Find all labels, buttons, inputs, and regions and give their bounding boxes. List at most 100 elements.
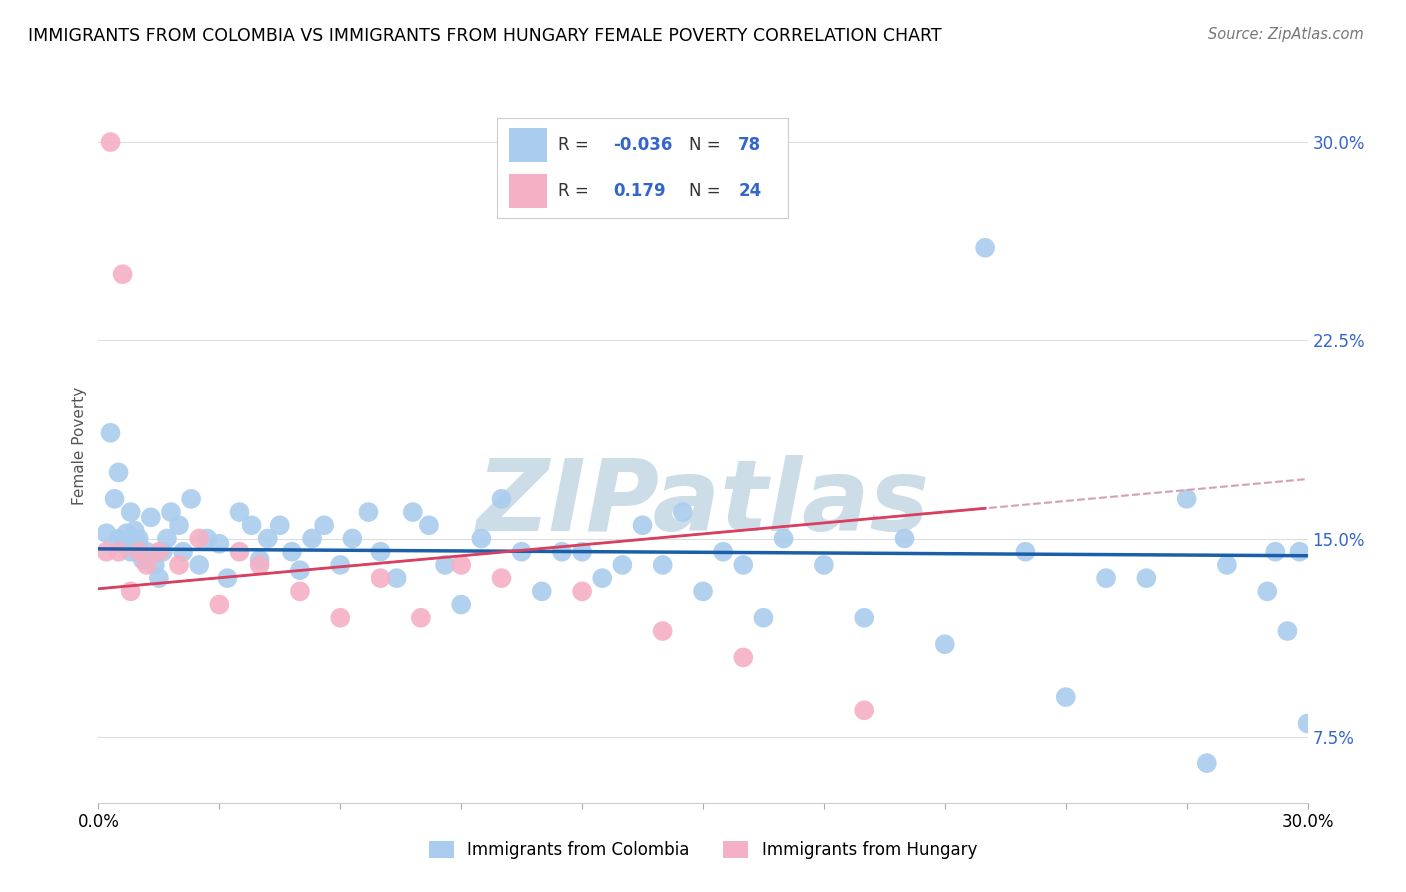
Point <box>491 491 513 506</box>
Point <box>612 558 634 572</box>
Point <box>288 584 311 599</box>
Point <box>510 545 533 559</box>
Point <box>402 505 425 519</box>
Point <box>370 545 392 559</box>
Point <box>217 571 239 585</box>
Point <box>288 563 311 577</box>
Point <box>934 637 956 651</box>
Point <box>111 537 134 551</box>
Point <box>1256 584 1278 599</box>
Point <box>156 532 179 546</box>
Point <box>631 518 654 533</box>
Point <box>342 532 364 546</box>
Point <box>733 558 755 572</box>
Point <box>208 537 231 551</box>
Point <box>853 611 876 625</box>
Point <box>208 598 231 612</box>
Point <box>591 571 613 585</box>
Point <box>974 241 997 255</box>
Point <box>357 505 380 519</box>
Point <box>491 571 513 585</box>
Point <box>1095 571 1118 585</box>
Point <box>1135 571 1157 585</box>
Point <box>893 532 915 546</box>
Text: Source: ZipAtlas.com: Source: ZipAtlas.com <box>1208 27 1364 42</box>
Point <box>120 505 142 519</box>
Point <box>188 532 211 546</box>
Point <box>120 545 142 559</box>
Point <box>692 584 714 599</box>
Point <box>385 571 408 585</box>
Point <box>167 558 190 572</box>
Text: IMMIGRANTS FROM COLOMBIA VS IMMIGRANTS FROM HUNGARY FEMALE POVERTY CORRELATION C: IMMIGRANTS FROM COLOMBIA VS IMMIGRANTS F… <box>28 27 942 45</box>
Point <box>571 545 593 559</box>
Point <box>1277 624 1299 638</box>
Point <box>1288 545 1310 559</box>
Point <box>269 518 291 533</box>
Point <box>853 703 876 717</box>
Point <box>100 425 122 440</box>
Point <box>1054 690 1077 704</box>
Point <box>370 571 392 585</box>
Point <box>120 584 142 599</box>
Point <box>160 505 183 519</box>
Point <box>135 558 157 572</box>
Point <box>128 545 150 559</box>
Point <box>974 835 997 849</box>
Point <box>314 518 336 533</box>
Point <box>188 558 211 572</box>
Point <box>1175 491 1198 506</box>
Point <box>434 558 457 572</box>
Point <box>329 558 352 572</box>
Legend: Immigrants from Colombia, Immigrants from Hungary: Immigrants from Colombia, Immigrants fro… <box>422 834 984 866</box>
Point <box>409 611 432 625</box>
Point <box>180 491 202 506</box>
Point <box>1014 545 1036 559</box>
Point <box>107 532 129 546</box>
Point <box>172 545 194 559</box>
Point <box>256 532 278 546</box>
Point <box>752 611 775 625</box>
Point <box>135 545 157 559</box>
Point <box>418 518 440 533</box>
Point <box>148 545 170 559</box>
Point <box>124 524 146 538</box>
Point <box>195 532 218 546</box>
Point <box>651 624 673 638</box>
Point <box>281 545 304 559</box>
Point <box>167 518 190 533</box>
Point <box>152 545 174 559</box>
Point <box>733 650 755 665</box>
Point <box>551 545 574 559</box>
Point <box>96 545 118 559</box>
Point <box>143 558 166 572</box>
Point <box>772 532 794 546</box>
Point <box>100 135 122 149</box>
Point <box>249 552 271 566</box>
Point <box>470 532 492 546</box>
Text: ZIPatlas: ZIPatlas <box>477 455 929 551</box>
Y-axis label: Female Poverty: Female Poverty <box>72 387 87 505</box>
Point <box>107 545 129 559</box>
Point <box>139 510 162 524</box>
Point <box>329 611 352 625</box>
Point <box>148 571 170 585</box>
Point <box>301 532 323 546</box>
Point <box>450 558 472 572</box>
Point <box>711 545 734 559</box>
Point <box>450 598 472 612</box>
Point <box>103 491 125 506</box>
Point <box>107 466 129 480</box>
Point <box>1216 558 1239 572</box>
Point <box>1264 545 1286 559</box>
Point <box>228 545 250 559</box>
Point <box>249 558 271 572</box>
Point <box>651 558 673 572</box>
Point <box>240 518 263 533</box>
Point <box>813 558 835 572</box>
Point <box>672 505 695 519</box>
Point <box>1296 716 1319 731</box>
Point <box>132 552 155 566</box>
Point <box>530 584 553 599</box>
Point <box>96 526 118 541</box>
